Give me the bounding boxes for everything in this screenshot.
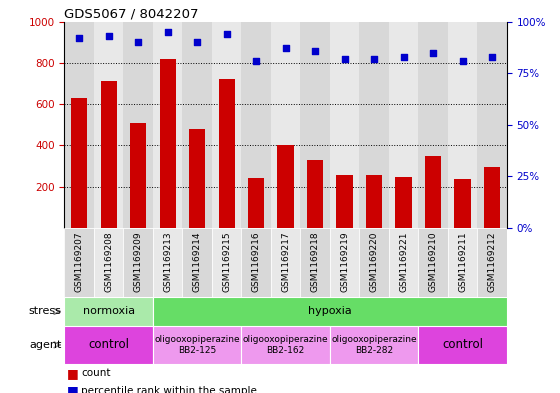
- Text: GSM1169212: GSM1169212: [488, 231, 497, 292]
- Text: GSM1169221: GSM1169221: [399, 231, 408, 292]
- Bar: [395, 177, 412, 228]
- Bar: [64, 297, 153, 326]
- Point: [74, 35, 83, 41]
- Text: oligooxopiperazine
BB2-162: oligooxopiperazine BB2-162: [243, 335, 328, 354]
- Text: GSM1169219: GSM1169219: [340, 231, 349, 292]
- Text: count: count: [81, 368, 111, 378]
- Text: ■: ■: [67, 367, 79, 380]
- Bar: [218, 79, 235, 228]
- Text: GSM1169216: GSM1169216: [251, 231, 260, 292]
- Text: GSM1169211: GSM1169211: [458, 231, 467, 292]
- Bar: [183, 22, 212, 228]
- Bar: [101, 81, 116, 228]
- Bar: [160, 59, 176, 228]
- Bar: [278, 145, 293, 228]
- Point: [163, 29, 172, 35]
- Bar: [189, 129, 205, 228]
- Bar: [418, 228, 448, 297]
- Point: [370, 55, 379, 62]
- Point: [281, 45, 290, 51]
- Point: [399, 53, 408, 60]
- Point: [340, 55, 349, 62]
- Bar: [300, 228, 330, 297]
- Bar: [94, 228, 123, 297]
- Point: [193, 39, 202, 45]
- Text: GSM1169217: GSM1169217: [281, 231, 290, 292]
- Text: percentile rank within the sample: percentile rank within the sample: [81, 386, 257, 393]
- Point: [458, 58, 467, 64]
- Bar: [330, 326, 418, 364]
- Bar: [153, 22, 183, 228]
- Bar: [307, 160, 323, 228]
- Bar: [360, 22, 389, 228]
- Text: GSM1169210: GSM1169210: [428, 231, 437, 292]
- Text: normoxia: normoxia: [82, 307, 135, 316]
- Bar: [212, 228, 241, 297]
- Text: control: control: [442, 338, 483, 351]
- Point: [222, 31, 231, 37]
- Text: GSM1169220: GSM1169220: [370, 231, 379, 292]
- Bar: [183, 228, 212, 297]
- Bar: [241, 22, 271, 228]
- Text: GSM1169215: GSM1169215: [222, 231, 231, 292]
- Bar: [130, 123, 146, 228]
- Bar: [425, 156, 441, 228]
- Bar: [153, 297, 507, 326]
- Point: [311, 47, 320, 53]
- Bar: [241, 326, 330, 364]
- Bar: [153, 228, 183, 297]
- Bar: [418, 326, 507, 364]
- Text: hypoxia: hypoxia: [308, 307, 352, 316]
- Text: GSM1169207: GSM1169207: [74, 231, 83, 292]
- Bar: [337, 175, 353, 228]
- Text: GSM1169208: GSM1169208: [104, 231, 113, 292]
- Bar: [448, 228, 477, 297]
- Bar: [64, 326, 153, 364]
- Bar: [455, 180, 470, 228]
- Bar: [271, 228, 300, 297]
- Bar: [330, 228, 360, 297]
- Bar: [123, 22, 153, 228]
- Bar: [248, 178, 264, 228]
- Bar: [448, 22, 477, 228]
- Bar: [71, 98, 87, 228]
- Bar: [418, 22, 448, 228]
- Point: [428, 50, 437, 56]
- Bar: [366, 175, 382, 228]
- Text: GSM1169213: GSM1169213: [163, 231, 172, 292]
- Bar: [271, 22, 300, 228]
- Text: ■: ■: [67, 384, 79, 393]
- Bar: [389, 22, 418, 228]
- Text: GSM1169209: GSM1169209: [134, 231, 143, 292]
- Text: stress: stress: [29, 307, 62, 316]
- Point: [104, 33, 113, 39]
- Bar: [241, 228, 271, 297]
- Text: GSM1169218: GSM1169218: [311, 231, 320, 292]
- Bar: [153, 326, 241, 364]
- Text: oligooxopiperazine
BB2-282: oligooxopiperazine BB2-282: [332, 335, 417, 354]
- Bar: [389, 228, 418, 297]
- Bar: [94, 22, 123, 228]
- Bar: [300, 22, 330, 228]
- Text: oligooxopiperazine
BB2-125: oligooxopiperazine BB2-125: [155, 335, 240, 354]
- Bar: [212, 22, 241, 228]
- Text: agent: agent: [29, 340, 62, 350]
- Bar: [477, 228, 507, 297]
- Point: [488, 53, 497, 60]
- Text: control: control: [88, 338, 129, 351]
- Text: GDS5067 / 8042207: GDS5067 / 8042207: [64, 7, 199, 20]
- Point: [251, 58, 260, 64]
- Text: GSM1169214: GSM1169214: [193, 231, 202, 292]
- Bar: [330, 22, 360, 228]
- Point: [134, 39, 143, 45]
- Bar: [360, 228, 389, 297]
- Bar: [123, 228, 153, 297]
- Bar: [484, 167, 500, 228]
- Bar: [64, 22, 94, 228]
- Bar: [64, 228, 94, 297]
- Bar: [477, 22, 507, 228]
